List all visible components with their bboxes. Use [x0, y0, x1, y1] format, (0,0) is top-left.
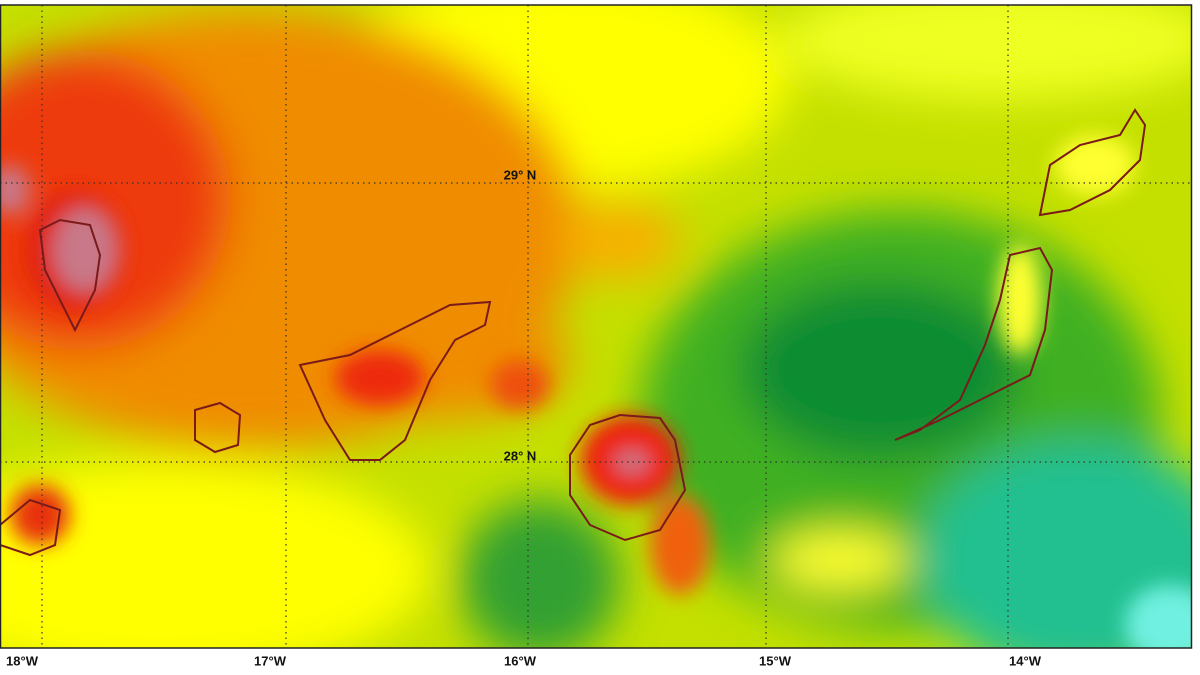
lon-label: 15°W	[759, 653, 792, 668]
lat-label: 28° N	[504, 448, 537, 463]
lat-label: 29° N	[504, 167, 537, 182]
map-frame	[0, 4, 1193, 649]
lon-label: 14°W	[1009, 653, 1042, 668]
lon-label: 18°W	[6, 653, 39, 668]
lon-label: 17°W	[254, 653, 287, 668]
graticule	[0, 5, 1192, 648]
lon-label: 16°W	[504, 653, 537, 668]
coastlines	[0, 108, 1147, 557]
